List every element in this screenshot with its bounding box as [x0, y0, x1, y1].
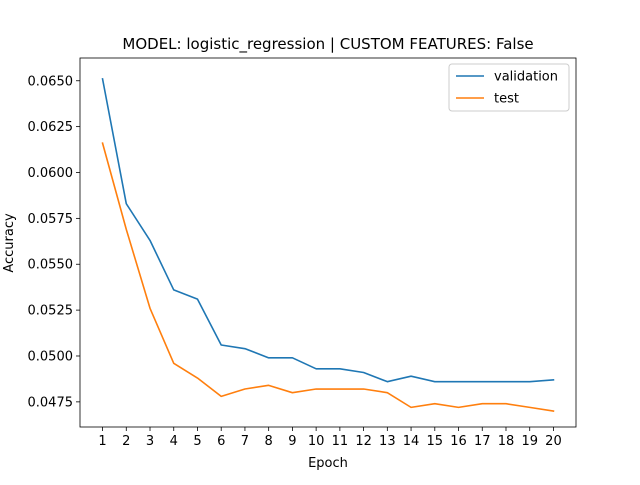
- x-tick-label: 12: [355, 434, 372, 449]
- x-axis-label: Epoch: [308, 456, 348, 471]
- y-tick-label: 0.0475: [28, 395, 74, 410]
- x-tick-label: 10: [308, 434, 325, 449]
- x-tick-label: 6: [217, 434, 225, 449]
- x-tick-label: 14: [403, 434, 420, 449]
- series-line-validation: [101, 77, 555, 383]
- x-tick-label: 7: [241, 434, 249, 449]
- series-line-test: [101, 142, 555, 412]
- x-tick-label: 19: [521, 434, 538, 449]
- x-tick-label: 2: [122, 434, 130, 449]
- x-tick-label: 13: [379, 434, 396, 449]
- x-tick-label: 11: [332, 434, 349, 449]
- y-tick-label: 0.0650: [28, 74, 74, 89]
- x-tick-label: 1: [98, 434, 106, 449]
- y-axis-label: Accuracy: [2, 213, 17, 273]
- x-tick-label: 15: [427, 434, 444, 449]
- x-tick-label: 9: [288, 434, 296, 449]
- y-tick-label: 0.0600: [28, 166, 74, 181]
- plot-area: 1 2 3 4 5 6 7 8 9 10 11 12 13 14 15 16 17 18 19 200.04750.0…: [28, 57, 577, 449]
- x-tick-label: 16: [450, 434, 467, 449]
- legend-label-validation: validation: [494, 70, 558, 85]
- x-tick-label: 3: [146, 434, 154, 449]
- x-tick-label: 17: [474, 434, 491, 449]
- legend-label-test: test: [494, 92, 519, 107]
- x-tick-label: 5: [193, 434, 201, 449]
- x-tick-label: 4: [170, 434, 178, 449]
- y-tick-label: 0.0525: [28, 304, 74, 319]
- plot-frame: [79, 57, 577, 428]
- y-tick-label: 0.0625: [28, 120, 74, 135]
- y-tick-label: 0.0575: [28, 212, 74, 227]
- x-tick-label: 20: [545, 434, 562, 449]
- y-tick-label: 0.0500: [28, 349, 74, 364]
- x-tick-label: 18: [498, 434, 515, 449]
- y-tick-label: 0.0550: [28, 258, 74, 273]
- chart-title: MODEL: logistic_regression | CUSTOM FEAT…: [122, 35, 533, 54]
- x-tick-label: 8: [265, 434, 273, 449]
